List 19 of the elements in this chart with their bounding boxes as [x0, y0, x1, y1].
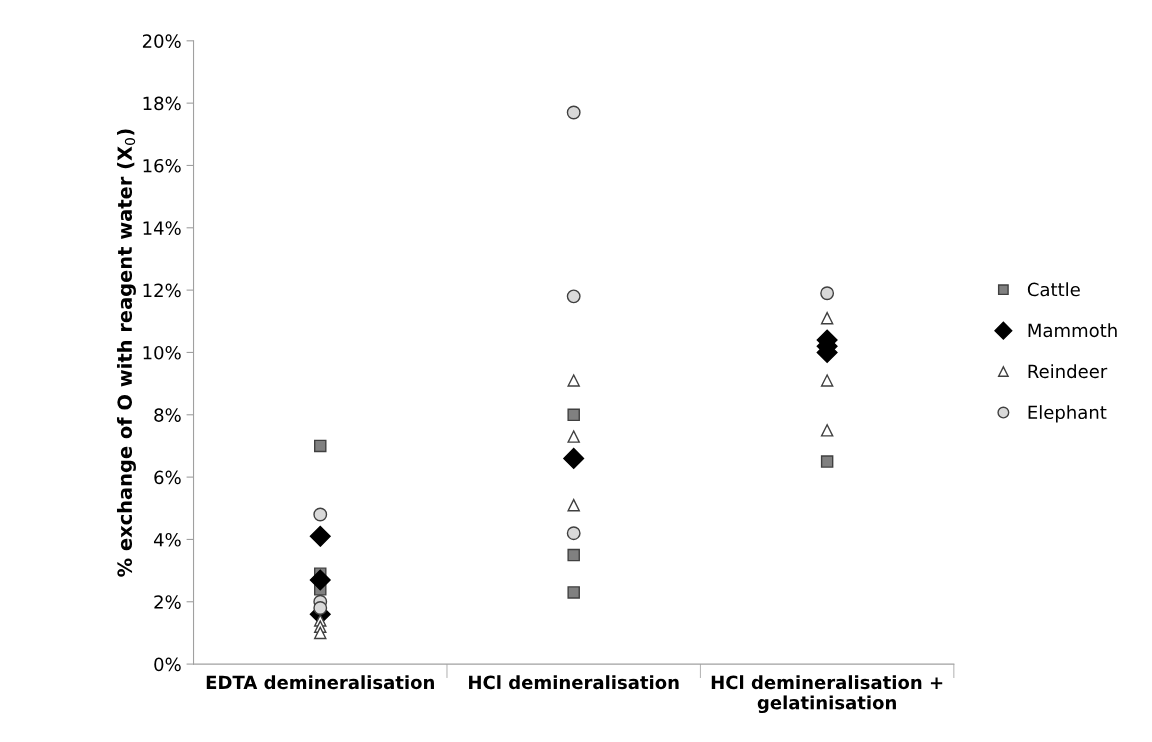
- y-tick-label: 10%: [143, 345, 181, 360]
- x-tick-label: HCl demineralisation + gelatinisation: [711, 675, 943, 714]
- y-axis-title: % exchange of O with reagent water (X$_{0}$): [116, 129, 136, 577]
- x-tick-label: EDTA demineralisation: [206, 675, 434, 690]
- x-tick-label: HCl demineralisation: [469, 675, 679, 690]
- y-tick-label: 8%: [154, 408, 181, 422]
- legend-label: Cattle: [1027, 282, 1080, 297]
- legend-label: Mammoth: [1028, 323, 1117, 338]
- legend-label: Elephant: [1028, 405, 1107, 423]
- y-tick-label: 16%: [143, 158, 181, 173]
- y-tick-label: 12%: [143, 283, 181, 298]
- legend-label: Reindeer: [1028, 364, 1108, 379]
- y-tick-label: 18%: [143, 96, 181, 111]
- y-tick-label: 4%: [153, 532, 181, 547]
- y-tick-label: 2%: [154, 595, 181, 609]
- y-tick-label: 0%: [154, 657, 181, 672]
- y-tick-label: 20%: [142, 34, 181, 48]
- y-tick-label: 14%: [143, 221, 181, 235]
- y-tick-label: 6%: [154, 470, 181, 485]
